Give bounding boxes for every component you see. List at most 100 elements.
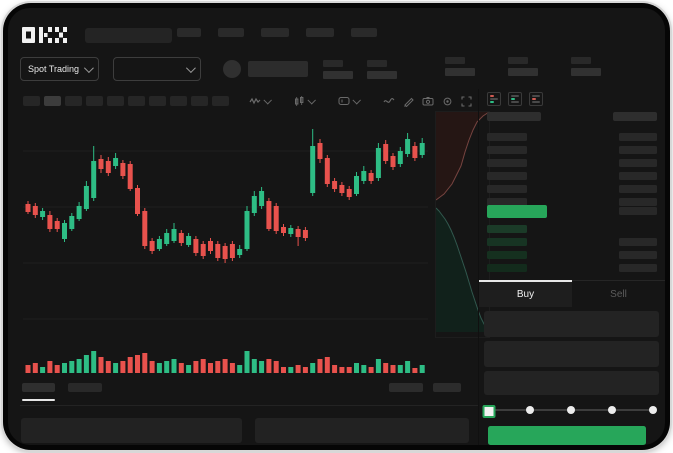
bid-row[interactable] — [487, 248, 657, 261]
compare-icon[interactable] — [338, 96, 361, 106]
bid-row[interactable] — [487, 222, 657, 235]
camera-icon[interactable] — [422, 96, 434, 106]
tab-sell[interactable]: Sell — [572, 281, 665, 307]
nav-item-placeholder[interactable] — [306, 28, 334, 37]
stat-label-placeholder — [571, 57, 591, 64]
ask-row[interactable] — [487, 130, 657, 143]
nav-item-placeholder[interactable] — [218, 28, 244, 37]
order-input-field[interactable] — [484, 371, 659, 395]
trade-tabs: Buy Sell — [479, 280, 665, 307]
order-input-field[interactable] — [484, 311, 659, 337]
last-price-badge[interactable] — [487, 205, 547, 218]
market-type-selector[interactable]: Spot Trading — [20, 57, 100, 81]
timeframe-chip[interactable] — [65, 96, 82, 106]
bottom-tab[interactable] — [68, 383, 102, 392]
stat-value-placeholder — [508, 68, 538, 76]
ticker-stats-right — [445, 57, 601, 76]
bid-price-placeholder — [487, 263, 527, 272]
nav-item-placeholder[interactable] — [261, 28, 289, 37]
timeframe-chip[interactable] — [149, 96, 166, 106]
bids-only-icon[interactable] — [508, 92, 522, 106]
bottom-bar-action[interactable] — [389, 383, 423, 392]
timeframe-chip[interactable] — [170, 96, 187, 106]
timeframe-chip[interactable] — [128, 96, 145, 106]
active-tab-underline — [22, 399, 55, 401]
nav-item-placeholder[interactable] — [351, 28, 377, 37]
stat-label-placeholder — [508, 57, 528, 64]
timeframe-chip[interactable] — [107, 96, 124, 106]
timeframe-chip[interactable] — [212, 96, 229, 106]
stat-value-placeholder — [323, 70, 354, 79]
nav-item-placeholder[interactable] — [177, 28, 201, 37]
ask-amount-placeholder — [619, 158, 657, 167]
ticker-stat — [571, 57, 601, 76]
stat-label-placeholder — [367, 59, 388, 67]
amount-slider[interactable] — [482, 404, 657, 418]
search-input[interactable] — [85, 27, 172, 43]
stat-label-placeholder — [323, 59, 344, 67]
ticker-stats-left — [323, 59, 398, 79]
last-price-amount-placeholder — [619, 207, 657, 215]
order-input-field[interactable] — [484, 341, 659, 367]
market-type-label: Spot Trading — [28, 64, 80, 74]
timeframe-chip[interactable] — [23, 96, 40, 106]
timeframe-chip[interactable] — [191, 96, 208, 106]
combined-book-icon[interactable] — [487, 92, 501, 106]
timeframe-chip[interactable] — [86, 96, 103, 106]
ask-row[interactable] — [487, 156, 657, 169]
amount-column-header-placeholder — [613, 112, 657, 121]
bottom-bar-action[interactable] — [433, 383, 461, 392]
orderbook-header — [487, 112, 657, 121]
indicator-wave-icon[interactable] — [249, 96, 272, 106]
candlestick-chart-area[interactable] — [23, 111, 428, 338]
orderbook-view-toggles — [487, 92, 543, 106]
draw-icon[interactable] — [403, 96, 414, 107]
bottom-tab-active[interactable] — [22, 383, 55, 392]
tab-buy-label: Buy — [516, 288, 535, 300]
slider-stop[interactable] — [608, 406, 616, 414]
ask-row[interactable] — [487, 143, 657, 156]
tab-buy[interactable]: Buy — [479, 280, 572, 307]
timeframe-chip[interactable] — [44, 96, 61, 106]
timeframe-chips — [23, 96, 229, 106]
slider-stop[interactable] — [526, 406, 534, 414]
chevron-down-icon — [84, 62, 94, 73]
chevron-down-icon — [263, 96, 272, 105]
line-tool-icon[interactable] — [383, 96, 395, 106]
ask-price-placeholder — [487, 184, 527, 193]
slider-stop[interactable] — [567, 406, 575, 414]
chevron-down-icon — [352, 96, 361, 105]
ask-row[interactable] — [487, 182, 657, 195]
asks-only-icon[interactable] — [529, 92, 543, 106]
ask-amount-placeholder — [619, 184, 657, 193]
tablet-frame: Spot Trading — [3, 3, 670, 450]
candlestick-chart — [23, 129, 428, 320]
slider-stop[interactable] — [649, 406, 657, 414]
main-nav — [177, 28, 377, 37]
chevron-down-icon — [307, 96, 316, 105]
chart-type-icon[interactable] — [294, 95, 316, 107]
ask-amount-placeholder — [619, 145, 657, 154]
orderbook-column: Buy Sell — [478, 89, 665, 445]
bottom-input-panel[interactable] — [255, 418, 469, 443]
ask-price-placeholder — [487, 158, 527, 167]
ask-row[interactable] — [487, 195, 657, 208]
okx-logo — [22, 27, 67, 43]
settings-gear-icon[interactable] — [442, 96, 453, 107]
fullscreen-icon[interactable] — [461, 95, 472, 107]
ticker-stat — [367, 59, 398, 79]
buy-submit-button[interactable] — [488, 426, 646, 445]
bid-row[interactable] — [487, 235, 657, 248]
bottom-tabs — [22, 383, 476, 405]
stat-value-placeholder — [367, 70, 398, 79]
volume-chart-area[interactable] — [23, 337, 428, 380]
ticker-stat — [508, 57, 538, 76]
bid-row[interactable] — [487, 261, 657, 274]
slider-handle[interactable] — [482, 405, 496, 418]
bottom-input-panel[interactable] — [21, 418, 242, 443]
ask-row[interactable] — [487, 169, 657, 182]
bid-price-placeholder — [487, 250, 527, 259]
volume-chart — [25, 351, 425, 373]
pair-selector[interactable] — [113, 57, 202, 81]
